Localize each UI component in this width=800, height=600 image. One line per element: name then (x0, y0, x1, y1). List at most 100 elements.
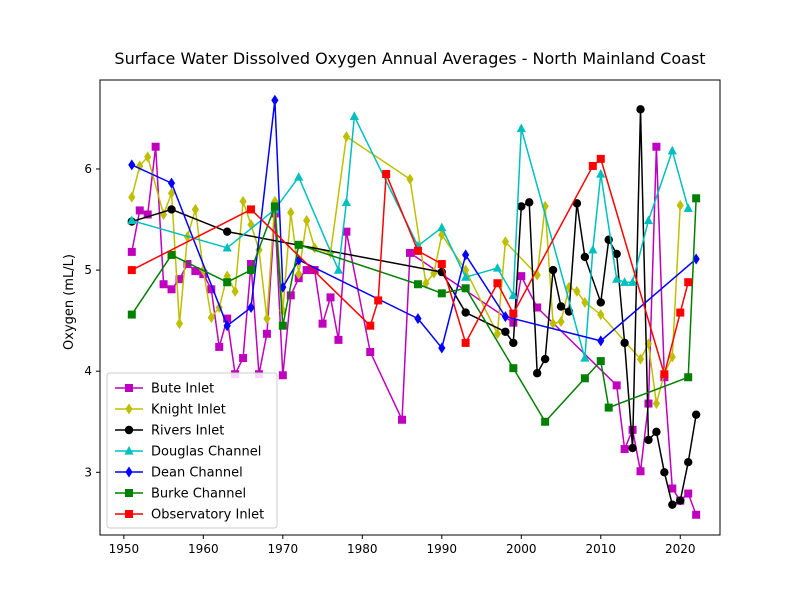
data-point (207, 312, 215, 324)
data-point (596, 298, 605, 307)
data-point (668, 484, 677, 493)
legend-item: Knight Inlet (115, 403, 226, 418)
data-point (279, 281, 287, 293)
data-point (660, 370, 669, 379)
data-point (430, 267, 438, 279)
data-point (167, 285, 176, 294)
legend-label: Rivers Inlet (151, 424, 224, 439)
data-point (462, 264, 470, 276)
data-point (533, 303, 542, 312)
data-point (167, 250, 176, 259)
data-point (620, 338, 629, 348)
data-point (127, 310, 136, 319)
data-point (683, 203, 693, 213)
data-point (533, 269, 541, 281)
data-point (144, 151, 152, 163)
data-point (525, 198, 534, 207)
data-point (643, 215, 654, 225)
data-point (128, 191, 136, 203)
data-point (628, 443, 637, 453)
legend-label: Bute Inlet (151, 382, 214, 397)
legend-marker (125, 466, 133, 478)
data-point (501, 311, 509, 323)
data-point (167, 205, 176, 214)
data-point (676, 308, 685, 317)
legend-marker (124, 446, 134, 455)
data-point (596, 154, 605, 163)
axes-frame (99, 79, 721, 536)
data-point (223, 314, 232, 323)
legend-label: Dean Channel (151, 466, 243, 481)
y-tick-label: 5 (84, 263, 92, 277)
legend-marker (125, 510, 133, 518)
data-point (461, 308, 470, 317)
data-point (532, 369, 542, 378)
data-point (303, 215, 311, 227)
data-point (604, 403, 613, 412)
data-point (612, 274, 622, 283)
data-point (493, 328, 502, 340)
data-point (231, 285, 239, 297)
data-point (341, 197, 352, 206)
y-tick-label: 4 (84, 364, 92, 378)
data-point (326, 293, 335, 302)
data-point (620, 445, 629, 454)
legend-marker (125, 489, 133, 497)
data-point (588, 161, 597, 170)
x-tick-label: 2020 (665, 542, 696, 556)
data-point (573, 285, 581, 297)
data-point (644, 399, 653, 408)
legend-marker (125, 384, 133, 392)
legend-marker (125, 403, 133, 415)
data-point (294, 172, 304, 181)
data-point (516, 123, 526, 133)
data-point (382, 170, 391, 179)
data-point (207, 285, 216, 294)
data-point (684, 489, 693, 498)
data-point (294, 240, 303, 249)
data-point (127, 215, 137, 225)
data-point (215, 342, 224, 351)
data-point (636, 105, 645, 114)
data-point (263, 313, 271, 325)
data-point (438, 342, 446, 354)
data-point (366, 347, 375, 356)
data-point (644, 435, 653, 445)
data-point (668, 500, 677, 509)
legend-label: Burke Channel (151, 487, 246, 502)
data-point (548, 265, 558, 275)
axes-layer: 1950 1960 1970 1980 1990 2000 2010 2020 3 4 5 6 (84, 79, 721, 556)
legend-label: Douglas Channel (151, 445, 261, 460)
data-point (239, 195, 247, 207)
data-point (509, 364, 518, 373)
data-point (247, 302, 255, 313)
data-point (652, 398, 661, 410)
data-point (334, 335, 343, 344)
data-point (262, 329, 271, 338)
data-point (247, 260, 256, 269)
data-point (508, 290, 518, 299)
data-point (167, 177, 176, 189)
data-point (644, 338, 653, 350)
data-point (612, 249, 621, 259)
legend: Bute Inlet Knight Inlet Rivers Inlet Dougla… (106, 372, 278, 529)
data-point (541, 417, 550, 426)
data-point (191, 203, 199, 215)
data-point (135, 206, 144, 215)
data-point (501, 236, 509, 248)
data-point (597, 309, 605, 321)
data-point (581, 296, 589, 308)
data-point (175, 275, 184, 284)
data-point (128, 159, 136, 171)
x-tick-label: 1980 (347, 542, 378, 556)
data-point (342, 131, 351, 143)
data-point (310, 266, 319, 275)
data-point (462, 249, 470, 261)
chart-title: Surface Water Dissolved Oxygen Annual Av… (114, 49, 705, 68)
data-point (556, 302, 566, 311)
data-point (270, 202, 279, 211)
data-point (612, 381, 621, 390)
x-tick-label: 1990 (427, 542, 458, 556)
data-point (557, 316, 565, 328)
data-point (461, 338, 470, 347)
